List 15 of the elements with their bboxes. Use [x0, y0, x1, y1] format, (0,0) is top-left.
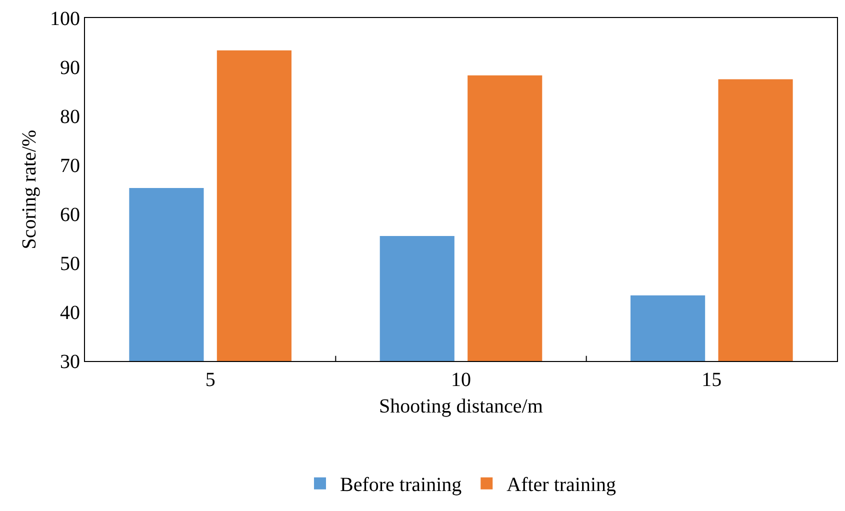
x-tick-label: 10: [451, 369, 471, 391]
y-tick-label: 60: [60, 204, 80, 226]
y-axis-title: Scoring rate/%: [18, 130, 40, 250]
y-tick-label: 40: [60, 302, 80, 324]
x-axis-title: Shooting distance/m: [379, 396, 544, 418]
y-tick-label: 80: [60, 106, 80, 128]
y-tick-label: 70: [60, 155, 80, 177]
x-tick-label: 15: [702, 369, 722, 391]
y-tick-label: 30: [60, 351, 80, 373]
x-tick-label: 5: [205, 369, 216, 391]
legend-label: Before training: [340, 474, 462, 496]
y-tick-label: 100: [50, 8, 80, 30]
legend-label: After training: [506, 474, 616, 496]
y-tick-label: 90: [60, 57, 80, 79]
y-tick-label: 50: [60, 253, 80, 275]
